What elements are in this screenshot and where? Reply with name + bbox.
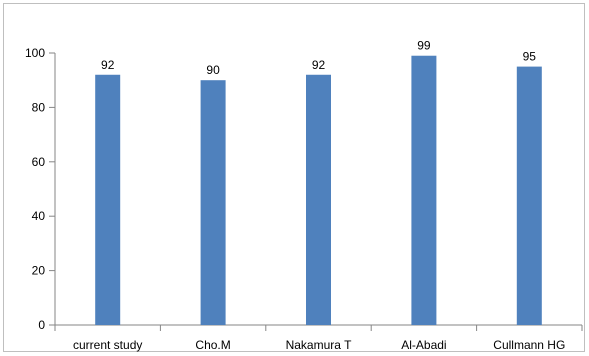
bar (411, 55, 437, 325)
y-axis: 0 20 40 60 80 100 (25, 46, 56, 332)
data-label: 90 (206, 63, 220, 77)
data-label: 95 (523, 50, 537, 64)
bar (95, 74, 121, 325)
bar (516, 66, 542, 325)
bar (306, 74, 331, 325)
x-tick-label: Cullmann HG (493, 338, 565, 352)
y-tick-label: 20 (32, 264, 46, 278)
x-tick-label: Nakamura T (286, 338, 352, 352)
y-tick-label: 40 (32, 209, 46, 223)
y-tick-label: 100 (25, 46, 45, 60)
x-tick-label: current study (73, 338, 142, 352)
bar (200, 80, 226, 325)
bars (95, 55, 542, 325)
data-label: 92 (312, 58, 326, 72)
data-labels: 92 90 92 99 95 (101, 39, 536, 77)
data-label: 92 (101, 58, 115, 72)
y-tick-label: 80 (32, 100, 46, 114)
data-label: 99 (417, 39, 431, 53)
y-tick-label: 0 (38, 318, 45, 332)
x-tick-label: Cho.M (195, 338, 230, 352)
y-tick-label: 60 (32, 155, 46, 169)
x-axis: current study Cho.M Nakamura T Al-Abadi Cull… (54, 324, 583, 352)
x-tick-label: Al-Abadi (401, 338, 446, 352)
